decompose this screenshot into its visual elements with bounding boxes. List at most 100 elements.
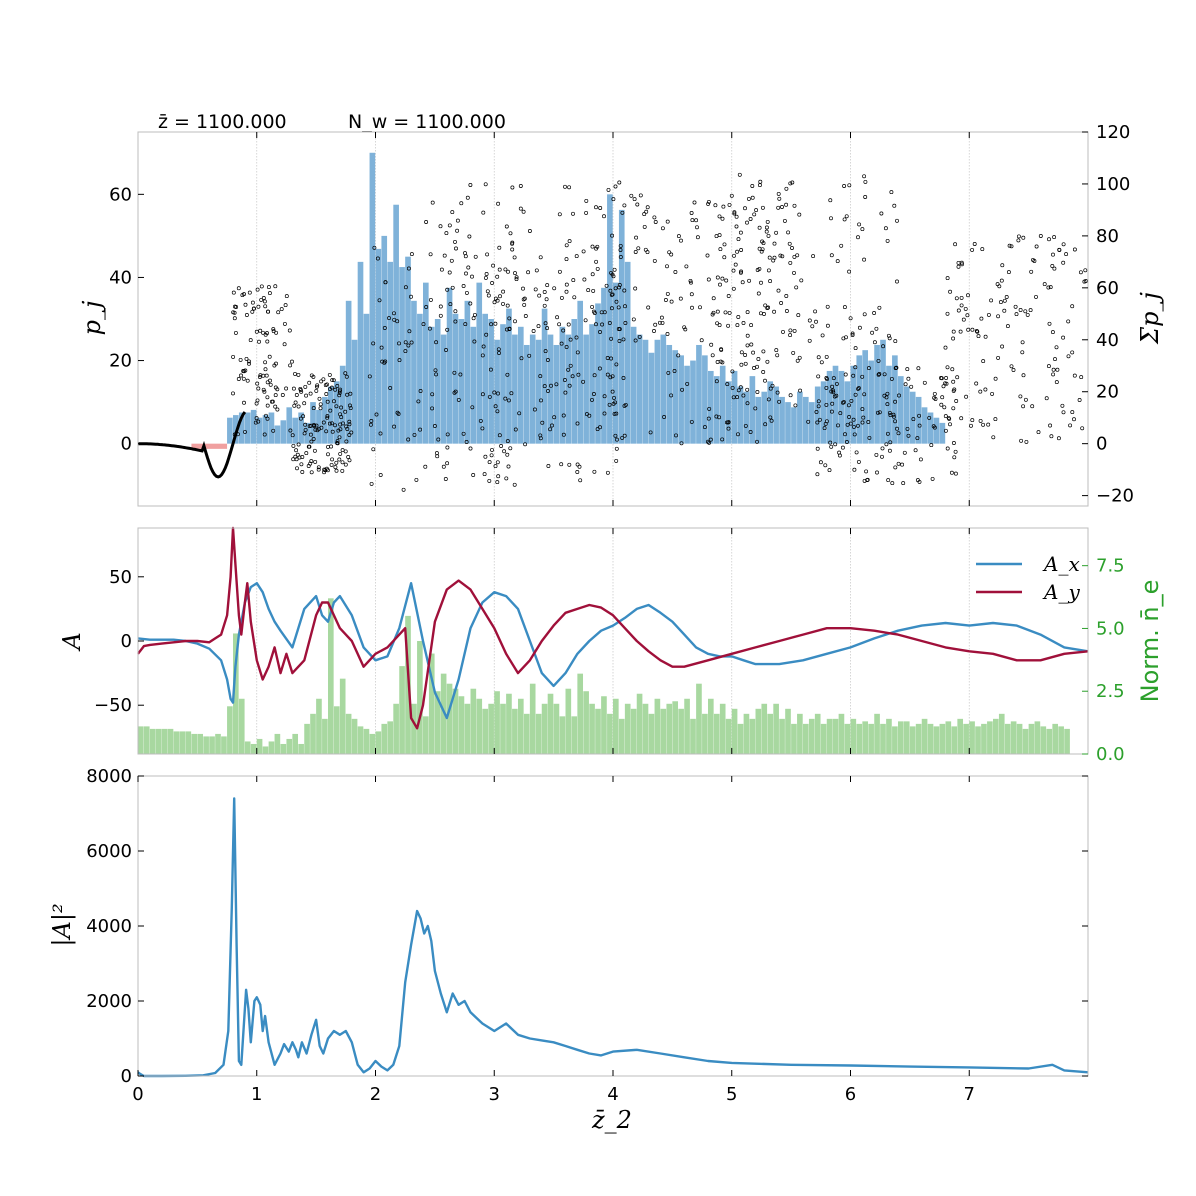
sum-pj-bar [333,381,340,444]
particle-point [521,209,526,214]
legend-label: A_y [1042,580,1080,604]
particle-point [418,427,423,432]
particle-point [867,435,872,440]
particle-point [777,399,782,404]
ne-bar [690,718,696,754]
particle-point [726,426,731,431]
particle-point [792,270,796,275]
ne-bar [476,698,483,754]
ne-bar [250,743,257,754]
particle-point [782,218,787,223]
particle-point [1079,375,1084,380]
particle-point [392,317,397,322]
particle-point [315,383,320,388]
particle-point [442,253,447,258]
particle-point [714,379,719,384]
particle-point [1080,426,1085,431]
particle-point [613,433,618,438]
particle-point [309,373,314,378]
particle-point [509,391,514,396]
particle-point [423,464,428,469]
particle-point [616,305,621,310]
particle-point [621,376,626,380]
particle-point [799,278,804,283]
ne-bar [298,743,304,754]
particle-point [612,411,617,416]
particle-point [885,431,890,436]
particle-point [945,276,950,281]
particle-point [236,377,241,381]
particle-point [776,191,781,196]
particle-point [534,268,539,273]
ne-bar [167,728,174,754]
particle-point [508,446,513,451]
particle-point [506,398,511,403]
ne-bar [138,726,144,754]
particle-point [262,299,267,304]
particle-point [927,415,932,420]
particle-point [483,275,488,280]
particle-point [745,343,750,348]
particle-point [1016,234,1021,239]
ne-bar [838,713,845,754]
ne-bar [256,738,263,754]
ne-bar [773,703,779,754]
particle-point [978,389,983,394]
particle-point [463,322,468,327]
particle-point [855,423,860,428]
particle-point [433,368,438,373]
particle-point [831,388,835,393]
particle-point [375,256,380,261]
particle-point [313,459,318,464]
particle-point [472,312,477,317]
particle-point [825,304,830,309]
ne-bar [1034,721,1041,754]
particle-point [455,218,460,223]
ne-bar [215,733,221,754]
particle-point [590,272,595,277]
particle-point [1011,368,1016,372]
particle-point [256,304,261,309]
sum-pj-bar [755,396,762,444]
particle-point [313,427,318,432]
particle-point [638,193,643,198]
particle-point [266,309,271,314]
particle-point [369,481,374,486]
particle-point [367,374,372,379]
particle-point [864,469,869,474]
particle-point [885,391,890,396]
particle-point [348,406,353,411]
particle-point [502,449,507,454]
particle-point [734,214,739,219]
particle-point [566,322,571,327]
sum-pj-bar [814,386,821,444]
particle-point [618,243,623,248]
particle-point [815,420,820,425]
sum-pj-bar [316,409,322,444]
ne-bar [529,683,536,754]
y-tick-label-right: 80 [1096,226,1119,247]
particle-point [590,304,595,309]
particle-point [609,306,614,311]
particle-point [557,322,562,327]
particle-point [843,372,848,377]
particle-point [836,423,840,428]
particle-point [998,300,1003,305]
particle-point [970,418,975,423]
particle-point [324,392,329,396]
ylabel-pj: p_j [78,300,106,335]
particle-point [452,390,457,395]
sum-pj-bar [328,386,334,444]
particle-point [620,210,625,215]
particle-point [862,392,867,397]
particle-point [972,242,977,246]
particle-point [653,322,658,327]
particle-point [741,321,746,325]
sum-pj-bar [244,412,251,444]
particle-point [705,253,710,258]
particle-point [563,390,568,395]
particle-point [1055,367,1060,372]
particle-point [905,367,910,372]
particle-point [765,359,770,364]
particle-point [273,284,278,289]
